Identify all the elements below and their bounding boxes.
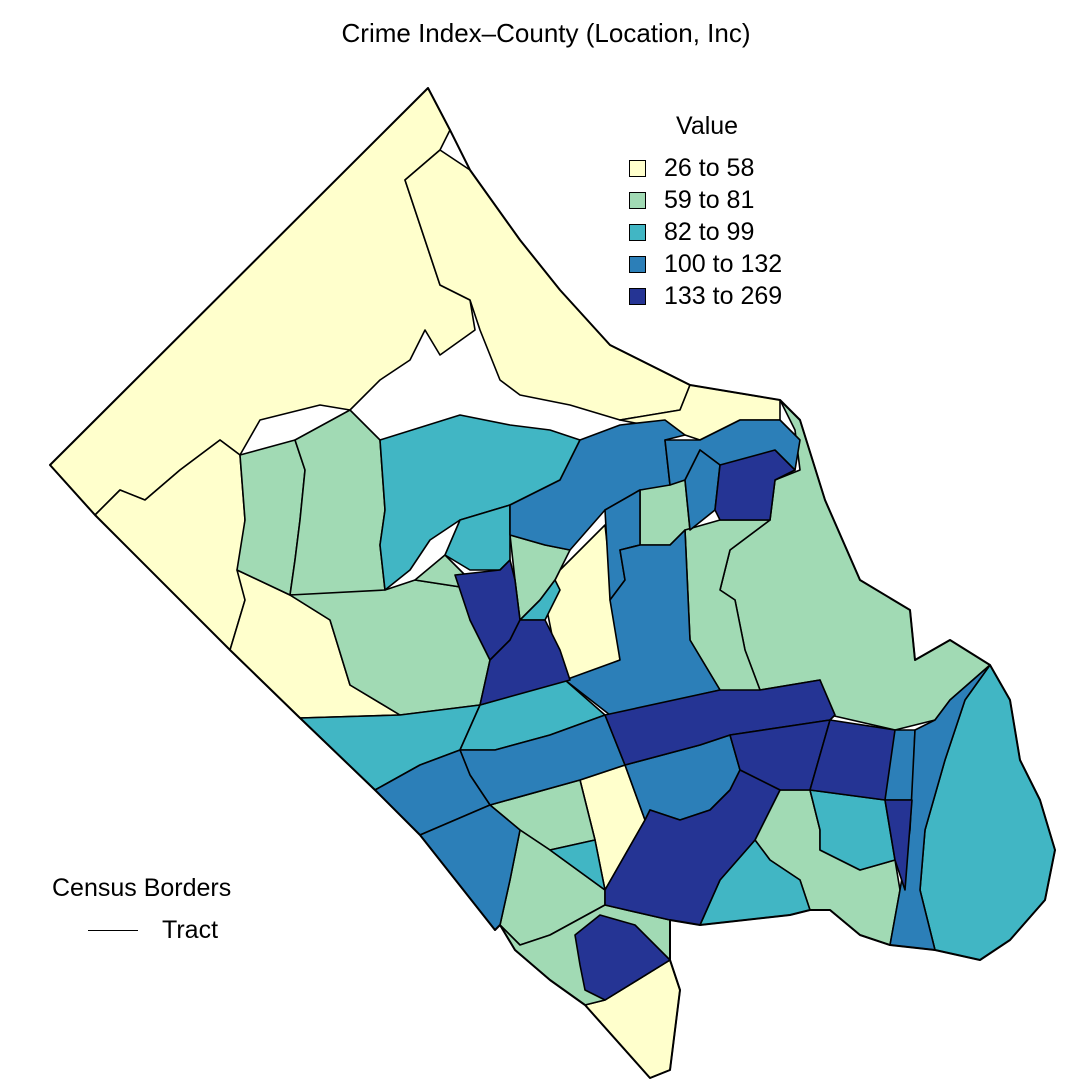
- legend-swatch-1: [629, 159, 646, 177]
- legend-item-5: 133 to 269: [629, 282, 782, 310]
- legend-item-3: 82 to 99: [629, 218, 754, 246]
- legend-label-1: 26 to 58: [664, 153, 755, 182]
- tracts-class-3: [299, 414, 1056, 961]
- legend-swatch-3: [629, 223, 646, 241]
- county-outline: [49, 87, 1056, 1079]
- tract-navy-band[interactable]: [604, 679, 836, 766]
- tracts-class-2: [236, 399, 991, 1006]
- tract-navy-1[interactable]: [714, 449, 796, 521]
- tract-navy-6[interactable]: [604, 769, 781, 926]
- legend-label-5: 133 to 269: [664, 281, 783, 310]
- legend-swatch-2: [629, 191, 646, 209]
- legend-label-2: 59 to 81: [664, 185, 755, 214]
- tract-navy-7[interactable]: [884, 799, 913, 891]
- legend-swatch-4: [629, 255, 646, 273]
- legend-swatch-5: [629, 287, 646, 305]
- tract-navy-3[interactable]: [479, 619, 571, 706]
- tract-teal-6[interactable]: [549, 839, 606, 891]
- legend-title: Value: [676, 112, 739, 140]
- legend-label-4: 100 to 132: [664, 249, 783, 278]
- legend-item-4: 100 to 132: [629, 250, 782, 278]
- tract-line-icon: [88, 930, 138, 931]
- census-borders-title: Census Borders: [52, 874, 232, 902]
- tracts-class-1: [49, 87, 781, 1079]
- tracts-class-5: [454, 449, 913, 1001]
- map-title: Crime Index–County (Location, Inc): [341, 18, 751, 48]
- tracts-class-4: [374, 419, 991, 951]
- legend-item-2: 59 to 81: [629, 186, 754, 214]
- tract-label: Tract: [162, 916, 219, 944]
- tract-navy-4[interactable]: [729, 719, 831, 791]
- legend-label-3: 82 to 99: [664, 217, 755, 246]
- legend-item-1: 26 to 58: [629, 154, 754, 182]
- tract-lg-2[interactable]: [289, 409, 386, 596]
- tract-blue-5[interactable]: [564, 529, 721, 716]
- census-borders-item: Tract: [88, 916, 218, 945]
- tract-navy-8[interactable]: [574, 914, 671, 1001]
